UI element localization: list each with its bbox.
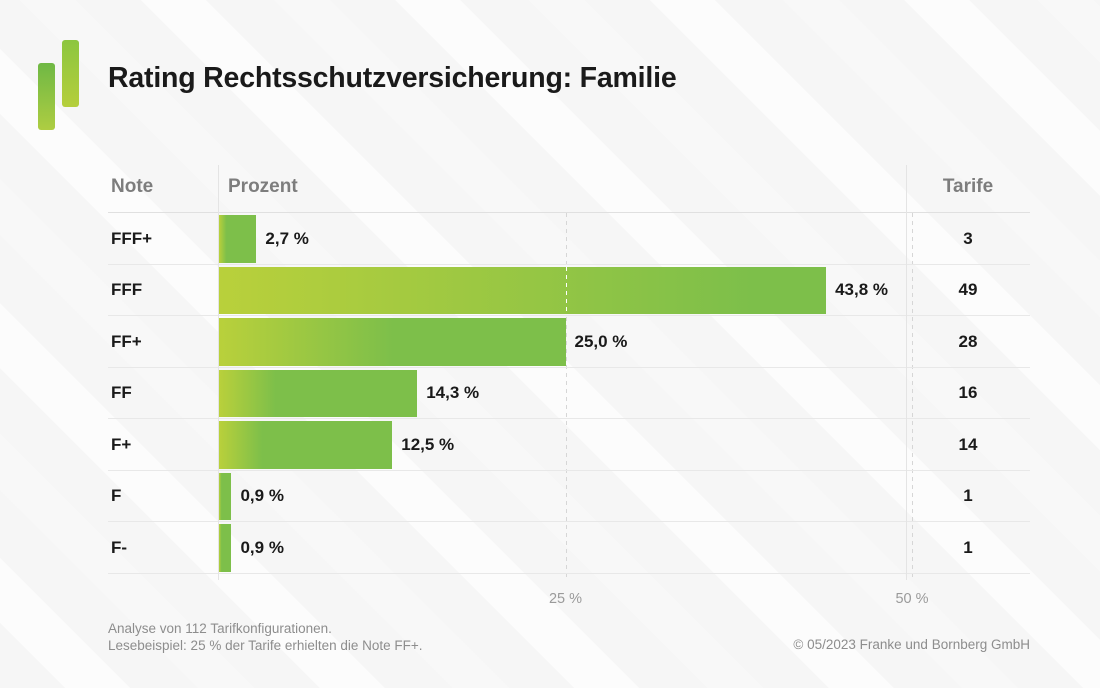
bar-cell: 0,9 % — [219, 471, 906, 523]
table-row: FF+ 25,0 % 28 — [108, 316, 1030, 368]
franke-bornberg-logo-icon — [38, 40, 82, 130]
bar — [219, 266, 827, 314]
bar-value-label: 14,3 % — [426, 383, 480, 403]
bar-cell: 2,7 % — [219, 213, 906, 265]
copyright-notice: © 05/2023 Franke und Bornberg GmbH — [793, 637, 1030, 652]
note-label: FF+ — [111, 331, 142, 351]
bar-value-label: 43,8 % — [835, 280, 888, 300]
rating-distribution-chart: Note Prozent Tarife FFF+ 2,7 % 3 FFF 43,8 % 4… — [108, 165, 1030, 607]
logo-bar-right — [62, 40, 79, 107]
x-axis: 25 % 50 % — [108, 583, 1030, 613]
table-row: F 0,9 % 1 — [108, 471, 1030, 523]
tarife-value: 3 — [963, 228, 973, 248]
header-underline — [108, 212, 1030, 213]
axis-tick-label: 50 % — [895, 591, 929, 607]
footnote-line-1: Analyse von 112 Tarifkonfigurationen. — [108, 621, 332, 636]
axis-tick-label: 25 % — [548, 591, 583, 607]
table-row: F- 0,9 % 1 — [108, 522, 1030, 574]
row-separator — [108, 469, 1030, 471]
logo-bar-left — [38, 63, 55, 130]
bar-value-label: 25,0 % — [574, 331, 628, 351]
table-row: FFF 43,8 % 49 — [108, 265, 1030, 317]
note-label: FFF — [111, 280, 143, 300]
page-title: Rating Rechtsschutzversicherung: Familie — [108, 62, 677, 94]
column-header-tarife: Tarife — [942, 176, 994, 197]
table-row: FFF+ 2,7 % 3 — [108, 213, 1030, 265]
note-label: FFF+ — [111, 228, 153, 248]
bar — [219, 215, 257, 263]
row-separator — [108, 366, 1030, 368]
tarife-value: 1 — [963, 537, 973, 557]
row-separator — [108, 315, 1030, 316]
chart-rows: FFF+ 2,7 % 3 FFF 43,8 % 49 FF+ 25,0 % 28 FF 14,3 %… — [108, 213, 1030, 580]
tarife-value: 1 — [963, 486, 973, 506]
note-label: F+ — [111, 434, 132, 454]
bar — [219, 524, 232, 572]
tarife-value: 28 — [958, 331, 978, 351]
page-footer: Analyse von 112 Tarifkonfigurationen. Le… — [0, 620, 1100, 680]
bar-value-label: 12,5 % — [401, 434, 455, 454]
table-header-row: Note Prozent Tarife — [108, 165, 1030, 212]
row-separator — [108, 263, 1030, 265]
bar-value-label: 0,9 % — [240, 486, 284, 506]
bar-value-label: 2,7 % — [265, 228, 309, 248]
bar-cell: 14,3 % — [219, 368, 906, 420]
page-header: Rating Rechtsschutzversicherung: Familie — [0, 0, 1100, 152]
column-header-prozent: Prozent — [228, 176, 298, 197]
tarife-value: 49 — [958, 280, 978, 300]
table-row: FF 14,3 % 16 — [108, 368, 1030, 420]
note-label: FF — [111, 383, 132, 403]
bar-gridline-overlay — [565, 266, 567, 314]
row-separator — [108, 418, 1030, 419]
table-row: F+ 12,5 % 14 — [108, 419, 1030, 471]
bar-cell: 43,8 % — [219, 265, 906, 317]
note-label: F — [111, 486, 122, 506]
bar-cell: 0,9 % — [219, 522, 906, 574]
bar-cell: 12,5 % — [219, 419, 906, 471]
tarife-value: 14 — [958, 434, 978, 454]
bar — [219, 472, 232, 520]
bar-cell: 25,0 % — [219, 316, 906, 368]
bar — [219, 318, 566, 366]
row-separator — [108, 572, 1030, 574]
note-label: F- — [111, 537, 128, 557]
tarife-value: 16 — [958, 383, 978, 403]
column-separator-prozent — [218, 165, 219, 580]
bar — [219, 369, 418, 417]
gridline-25 — [565, 213, 567, 580]
gridline-50 — [912, 213, 913, 580]
bar-value-label: 0,9 % — [240, 537, 284, 557]
footnote-line-2: Lesebeispiel: 25 % der Tarife erhielten … — [108, 638, 423, 653]
bar — [219, 421, 393, 469]
column-separator-tarife — [906, 165, 907, 580]
row-separator — [108, 521, 1030, 522]
footnote: Analyse von 112 Tarifkonfigurationen. Le… — [108, 620, 423, 654]
column-header-note: Note — [111, 176, 154, 197]
